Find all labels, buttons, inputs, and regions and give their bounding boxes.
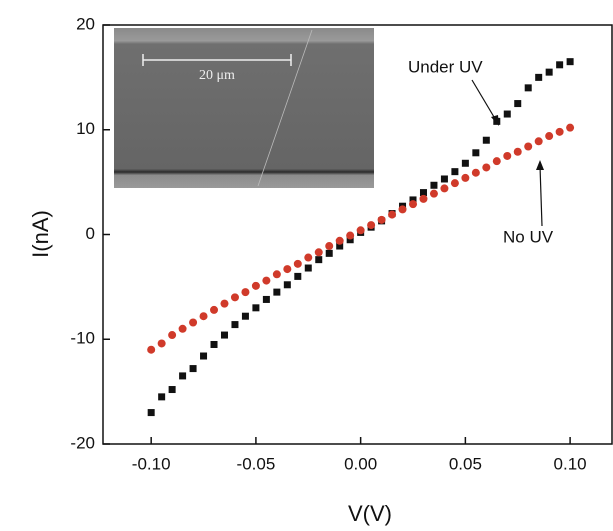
- data-point: [440, 184, 449, 193]
- data-point: [314, 248, 323, 257]
- data-point: [220, 331, 228, 339]
- data-point: [429, 189, 438, 198]
- y-tick-label: -20: [70, 433, 95, 452]
- data-point: [482, 163, 491, 172]
- data-point: [367, 221, 376, 230]
- data-point: [503, 110, 511, 118]
- data-point: [220, 299, 229, 308]
- data-point: [179, 372, 187, 380]
- data-point: [513, 147, 522, 156]
- data-point: [472, 149, 480, 157]
- data-point: [545, 68, 553, 76]
- data-point: [409, 196, 417, 204]
- y-tick-label: 0: [86, 224, 95, 243]
- data-point: [503, 151, 512, 160]
- inset-fiber: [257, 29, 313, 187]
- data-point: [555, 127, 564, 136]
- data-point: [566, 58, 574, 66]
- data-point: [262, 295, 270, 303]
- data-point: [231, 321, 239, 329]
- data-point: [346, 231, 355, 240]
- x-tick-label: -0.10: [132, 454, 171, 473]
- data-point: [388, 210, 397, 219]
- annotation-arrow: [539, 165, 543, 227]
- data-point: [346, 236, 354, 244]
- y-tick-label: -10: [70, 329, 95, 348]
- data-point: [210, 340, 218, 348]
- data-point: [158, 393, 166, 401]
- data-point: [283, 265, 292, 274]
- data-point: [189, 318, 198, 327]
- data-point: [492, 157, 501, 166]
- data-point: [272, 270, 281, 279]
- data-point: [409, 200, 418, 209]
- data-point: [157, 339, 166, 348]
- x-tick-label: 0.00: [344, 454, 377, 473]
- annotation: Under UV: [408, 57, 483, 76]
- data-point: [189, 365, 197, 373]
- data-point: [304, 264, 312, 272]
- y-tick-label: 10: [76, 119, 95, 138]
- data-point: [251, 281, 260, 290]
- data-point: [168, 386, 176, 394]
- data-point: [147, 409, 155, 417]
- data-point: [210, 305, 219, 314]
- data-point: [283, 281, 291, 289]
- data-point: [325, 249, 333, 257]
- x-tick-label: 0.10: [554, 454, 587, 473]
- data-point: [461, 159, 469, 167]
- data-point: [430, 181, 438, 189]
- data-point: [440, 175, 448, 183]
- y-axis-title: I(nA): [28, 210, 53, 258]
- data-point: [524, 84, 532, 92]
- data-point: [451, 168, 459, 176]
- data-point: [482, 136, 490, 144]
- data-point: [461, 173, 470, 182]
- data-point: [178, 324, 187, 333]
- inset-image: 20 μm: [114, 28, 374, 188]
- data-point: [377, 215, 386, 224]
- x-tick-label: 0.05: [449, 454, 482, 473]
- annotation-arrowhead: [536, 160, 544, 170]
- y-tick-label: 20: [76, 14, 95, 33]
- data-point: [545, 132, 554, 141]
- data-point: [566, 123, 575, 132]
- data-point: [304, 253, 313, 262]
- data-point: [398, 205, 407, 214]
- data-point: [199, 312, 208, 321]
- data-point: [230, 293, 239, 302]
- data-point: [241, 312, 249, 320]
- data-point: [241, 288, 250, 297]
- x-axis-title: V(V): [348, 501, 392, 526]
- inset-background: [114, 28, 374, 188]
- data-point: [200, 352, 208, 360]
- data-point: [450, 179, 459, 188]
- data-point: [419, 189, 427, 197]
- data-point: [335, 236, 344, 245]
- data-point: [147, 345, 156, 354]
- data-point: [556, 61, 564, 69]
- data-point: [336, 242, 344, 250]
- x-tick-label: -0.05: [237, 454, 276, 473]
- data-point: [168, 331, 177, 340]
- inset-scale-label: 20 μm: [199, 68, 235, 83]
- data-point: [356, 226, 365, 235]
- data-point: [315, 256, 323, 264]
- data-point: [252, 304, 260, 312]
- data-point: [471, 168, 480, 177]
- data-point: [294, 272, 302, 280]
- annotation: No UV: [503, 227, 554, 246]
- data-point: [524, 142, 533, 151]
- annotation-arrow: [471, 79, 498, 123]
- data-point: [534, 137, 543, 146]
- data-point: [325, 242, 334, 251]
- data-point: [493, 117, 501, 125]
- data-point: [419, 194, 428, 203]
- data-point: [293, 259, 302, 268]
- data-point: [273, 288, 281, 296]
- data-point: [262, 276, 271, 285]
- data-point: [535, 73, 543, 81]
- data-point: [514, 100, 522, 108]
